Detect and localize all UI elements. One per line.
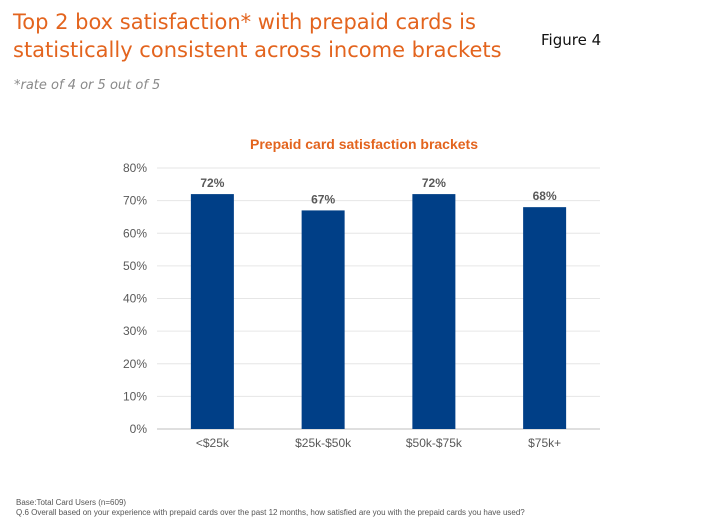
- chart-title: Prepaid card satisfaction brackets: [250, 136, 478, 152]
- footnote-asterisk-note: *rate of 4 or 5 out of 5: [14, 78, 161, 93]
- footer-question-note: Q.6 Overall based on your experience wit…: [16, 508, 525, 517]
- bar-chart: Prepaid card satisfaction brackets 0% 10%…: [123, 136, 600, 450]
- bar: [523, 207, 567, 429]
- y-tick-label: 40%: [123, 292, 147, 306]
- chart-footer: Base:Total Card Users (n=609) Q.6 Overal…: [16, 498, 525, 518]
- y-tick-label: 70%: [123, 194, 147, 208]
- y-tick-label: 20%: [123, 357, 147, 371]
- data-label: 72%: [200, 176, 224, 190]
- x-tick-label: <$25k: [196, 436, 230, 450]
- bar: [190, 194, 234, 429]
- y-tick-label: 80%: [123, 161, 147, 175]
- x-tick-label: $50k-$75k: [406, 436, 463, 450]
- data-label: 68%: [533, 189, 557, 203]
- footer-base-note: Base:Total Card Users (n=609): [16, 498, 127, 507]
- y-tick-label: 0%: [130, 422, 148, 436]
- bar: [301, 210, 345, 429]
- y-tick-label: 50%: [123, 259, 147, 273]
- bar: [412, 194, 456, 429]
- page-title: Top 2 box satisfaction* with prepaid car…: [13, 10, 502, 62]
- figure-label: Figure 4: [541, 31, 602, 49]
- y-tick-label: 10%: [123, 389, 147, 403]
- x-tick-label: $25k-$50k: [295, 436, 352, 450]
- data-label: 67%: [311, 192, 335, 206]
- y-tick-label: 60%: [123, 226, 147, 240]
- data-label: 72%: [422, 176, 446, 190]
- x-tick-label: $75k+: [528, 436, 561, 450]
- y-tick-label: 30%: [123, 324, 147, 338]
